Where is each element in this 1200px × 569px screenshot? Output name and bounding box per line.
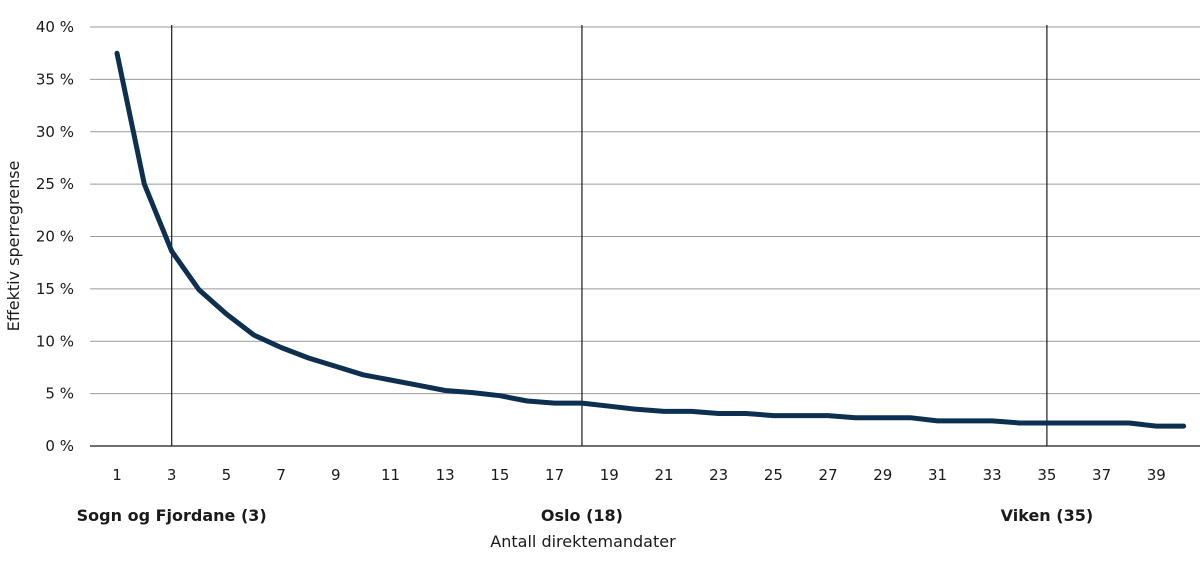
- y-tick-label: 30 %: [36, 123, 74, 141]
- x-tick-label: 11: [381, 466, 400, 484]
- x-tick-label: 17: [545, 466, 564, 484]
- x-tick-label: 31: [928, 466, 947, 484]
- x-tick-label: 5: [222, 466, 232, 484]
- y-tick-label: 35 %: [36, 70, 74, 88]
- y-axis-title: Effektiv sperregrense: [4, 161, 23, 332]
- y-tick-label: 15 %: [36, 280, 74, 298]
- district-marker-label: Sogn og Fjordane (3): [77, 506, 267, 525]
- x-tick-label: 3: [167, 466, 177, 484]
- y-tick-label: 40 %: [36, 18, 74, 36]
- y-tick-label: 5 %: [45, 385, 74, 403]
- x-tick-label: 1: [112, 466, 122, 484]
- district-marker-label: Oslo (18): [541, 506, 623, 525]
- x-tick-label: 33: [983, 466, 1002, 484]
- x-tick-label: 9: [331, 466, 341, 484]
- x-tick-label: 29: [873, 466, 892, 484]
- x-tick-label: 23: [709, 466, 728, 484]
- district-markers: [171, 25, 1048, 446]
- x-tick-label: 15: [490, 466, 509, 484]
- x-tick-label: 27: [819, 466, 838, 484]
- x-tick-label: 7: [276, 466, 286, 484]
- x-tick-label: 21: [654, 466, 673, 484]
- x-tick-label: 13: [436, 466, 455, 484]
- x-axis-title: Antall direktemandater: [490, 532, 676, 551]
- district-marker-label: Viken (35): [1001, 506, 1094, 525]
- gridlines: [90, 26, 1200, 395]
- labels: 0 %5 %10 %15 %20 %25 %30 %35 %40 %1 3 5 7 9 1…: [36, 18, 1166, 525]
- x-tick-label: 35: [1037, 466, 1056, 484]
- y-tick-label: 10 %: [36, 332, 74, 350]
- x-tick-label: 19: [600, 466, 619, 484]
- x-tick-label: 39: [1147, 466, 1166, 484]
- x-tick-label: 25: [764, 466, 783, 484]
- x-tick-label: 37: [1092, 466, 1111, 484]
- effective-threshold-line: [114, 50, 1187, 429]
- y-tick-label: 25 %: [36, 175, 74, 193]
- y-tick-label: 0 %: [45, 437, 74, 455]
- y-tick-label: 20 %: [36, 228, 74, 246]
- series: [114, 50, 1187, 429]
